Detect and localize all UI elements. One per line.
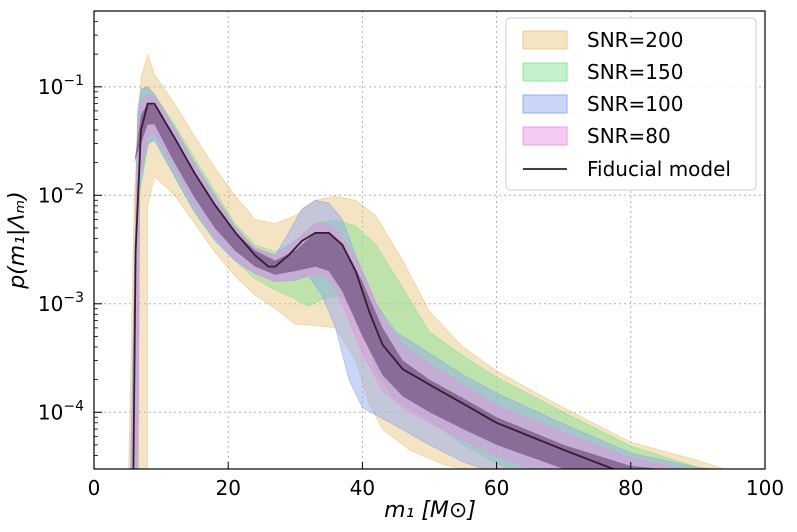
legend-swatch	[522, 126, 568, 146]
x-tick-label: 40	[350, 476, 375, 500]
x-axis-label: m₁ [M⊙]	[384, 498, 476, 523]
y-tick-exponent: −2	[63, 181, 84, 197]
x-tick-label: 20	[215, 476, 240, 500]
fiducial-line	[132, 102, 616, 469]
legend-label: SNR=150	[587, 60, 683, 84]
legend-label: SNR=100	[587, 92, 683, 116]
y-tick-base: 10	[38, 75, 63, 99]
x-tick-label: 100	[746, 476, 784, 500]
y-tick-base: 10	[38, 183, 63, 207]
plot-frame	[93, 10, 766, 470]
legend-swatch	[522, 94, 568, 114]
y-tick-base: 10	[38, 400, 63, 424]
y-tick-label: 10−1	[38, 73, 84, 99]
y-tick-exponent: −3	[63, 290, 84, 306]
legend-label: SNR=200	[587, 28, 683, 52]
y-tick-label: 10−3	[38, 290, 84, 316]
y-tick-label: 10−2	[38, 181, 84, 207]
legend-box	[505, 17, 757, 191]
legend-label: SNR=80	[587, 124, 671, 148]
y-tick-exponent: −1	[63, 73, 84, 89]
legend-swatch	[522, 62, 568, 82]
y-tick-exponent: −4	[63, 398, 84, 414]
y-tick-label: 10−4	[38, 398, 84, 424]
y-axis-label: p(m₁|Λₘ)	[5, 191, 30, 290]
x-tick-label: 0	[88, 476, 101, 500]
x-tick-label: 80	[618, 476, 643, 500]
y-tick-base: 10	[38, 292, 63, 316]
bands	[128, 52, 725, 469]
legend-swatch	[522, 30, 568, 50]
lines	[132, 102, 616, 469]
x-tick-label: 60	[484, 476, 509, 500]
legend-label: Fiducial model	[587, 157, 731, 181]
legend: SNR=200 SNR=150 SNR=100 SNR=80 Fiducial mode…	[505, 17, 757, 191]
